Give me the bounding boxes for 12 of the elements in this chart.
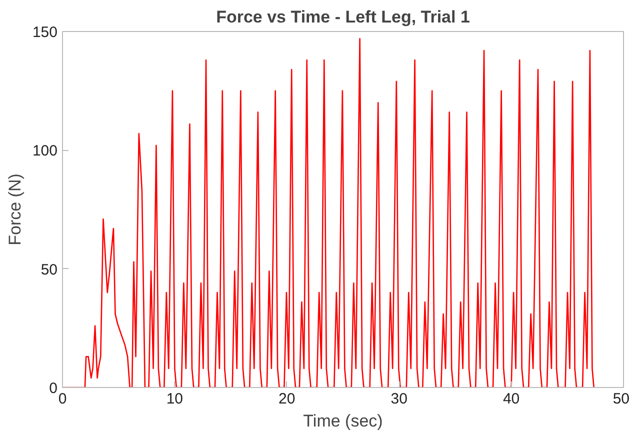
x-tick-label: 40	[502, 390, 520, 408]
x-tick-label: 30	[390, 390, 408, 408]
chart-title: Force vs Time - Left Leg, Trial 1	[216, 8, 470, 26]
x-axis-title: Time (sec)	[303, 412, 383, 430]
x-tick-label: 10	[166, 390, 184, 408]
y-tick-label: 100	[32, 142, 58, 160]
x-tick-label: 50	[612, 390, 629, 408]
y-tick-label: 150	[32, 24, 58, 41]
y-axis-title: Force (N)	[5, 174, 24, 246]
x-tick-label: 20	[278, 390, 296, 408]
y-tick-label: 0	[49, 380, 58, 397]
y-tick-label: 50	[40, 261, 58, 278]
